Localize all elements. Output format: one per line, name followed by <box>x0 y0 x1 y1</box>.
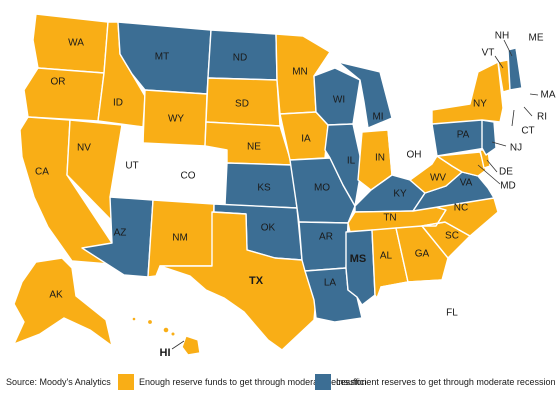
label-tx: TX <box>249 275 264 287</box>
label-ak: AK <box>49 290 63 301</box>
label-pa: PA <box>457 130 470 141</box>
label-ks: KS <box>257 183 271 194</box>
state-tx <box>159 211 319 351</box>
label-wy: WY <box>168 114 184 125</box>
leader-ma <box>529 93 539 96</box>
label-wv: WV <box>430 173 446 184</box>
label-in: IN <box>375 153 385 164</box>
label-tn: TN <box>383 213 396 224</box>
label-ri: RI <box>537 112 547 123</box>
label-nd: ND <box>233 53 247 64</box>
label-md: MD <box>500 181 516 192</box>
state-ny <box>431 61 504 125</box>
source-credit: Source: Moody's Analytics <box>6 377 111 387</box>
label-la: LA <box>324 278 337 289</box>
label-wa: WA <box>68 38 84 49</box>
label-ar: AR <box>319 232 333 243</box>
label-me: ME <box>529 33 544 44</box>
leader-nh <box>503 39 513 57</box>
legend-item-insufficient: Insufficient reserves to get through mod… <box>315 374 555 390</box>
label-ne: NE <box>247 142 261 153</box>
label-ga: GA <box>415 249 430 260</box>
legend-item-enough: Enough reserve funds to get through mode… <box>118 374 367 390</box>
label-mn: MN <box>292 67 308 78</box>
label-co: CO <box>181 171 196 182</box>
legend-label-insufficient: Insufficient reserves to get through mod… <box>336 377 556 387</box>
label-il: IL <box>347 156 356 167</box>
label-ok: OK <box>261 223 276 234</box>
leader-ct <box>511 109 515 127</box>
state-mi <box>337 61 393 129</box>
label-ca: CA <box>35 167 49 178</box>
state-ma <box>502 87 533 103</box>
label-ms: MS <box>350 253 367 265</box>
legend-swatch-insufficient <box>315 374 331 390</box>
state-nc <box>421 197 499 237</box>
state-ga <box>395 225 449 283</box>
label-id: ID <box>113 98 123 109</box>
state-nj <box>481 119 497 156</box>
map-footer: Source: Moody's Analytics Enough reserve… <box>0 374 560 392</box>
label-oh: OH <box>407 150 422 161</box>
label-hi: HI <box>160 347 171 359</box>
label-fl: FL <box>446 308 458 319</box>
leader-vt <box>494 55 504 69</box>
label-ma: MA <box>541 90 556 101</box>
state-ct <box>503 99 520 116</box>
label-de: DE <box>499 167 513 178</box>
label-ia: IA <box>301 134 311 145</box>
label-az: AZ <box>114 228 127 239</box>
leader-ri <box>523 106 533 117</box>
label-mi: MI <box>372 112 383 123</box>
label-nh: NH <box>495 31 509 42</box>
label-ky: KY <box>393 189 407 200</box>
state-me <box>515 13 551 81</box>
state-ak <box>13 257 113 347</box>
state-ar <box>298 221 349 272</box>
label-vt: VT <box>482 48 495 59</box>
label-nc: NC <box>454 203 468 214</box>
label-sc: SC <box>445 231 459 242</box>
label-wi: WI <box>333 95 345 106</box>
label-al: AL <box>380 251 393 262</box>
label-va: VA <box>460 178 473 189</box>
leader-de <box>486 159 498 173</box>
label-mo: MO <box>314 183 330 194</box>
label-mt: MT <box>155 52 169 63</box>
leader-hi <box>171 340 185 350</box>
legend-swatch-enough <box>118 374 134 390</box>
leader-md <box>477 164 501 185</box>
label-ct: CT <box>521 126 534 137</box>
label-or: OR <box>51 77 66 88</box>
label-ny: NY <box>473 99 487 110</box>
label-ut: UT <box>125 161 138 172</box>
legend-label-enough: Enough reserve funds to get through mode… <box>139 377 367 387</box>
state-il <box>324 123 363 207</box>
state-fl <box>380 274 467 353</box>
state-ri <box>517 98 526 114</box>
leader-nj <box>491 141 507 147</box>
label-nv: NV <box>77 143 91 154</box>
label-nm: NM <box>172 233 188 244</box>
state-hi <box>131 316 201 356</box>
label-nj: NJ <box>510 143 522 154</box>
label-sd: SD <box>235 99 249 110</box>
